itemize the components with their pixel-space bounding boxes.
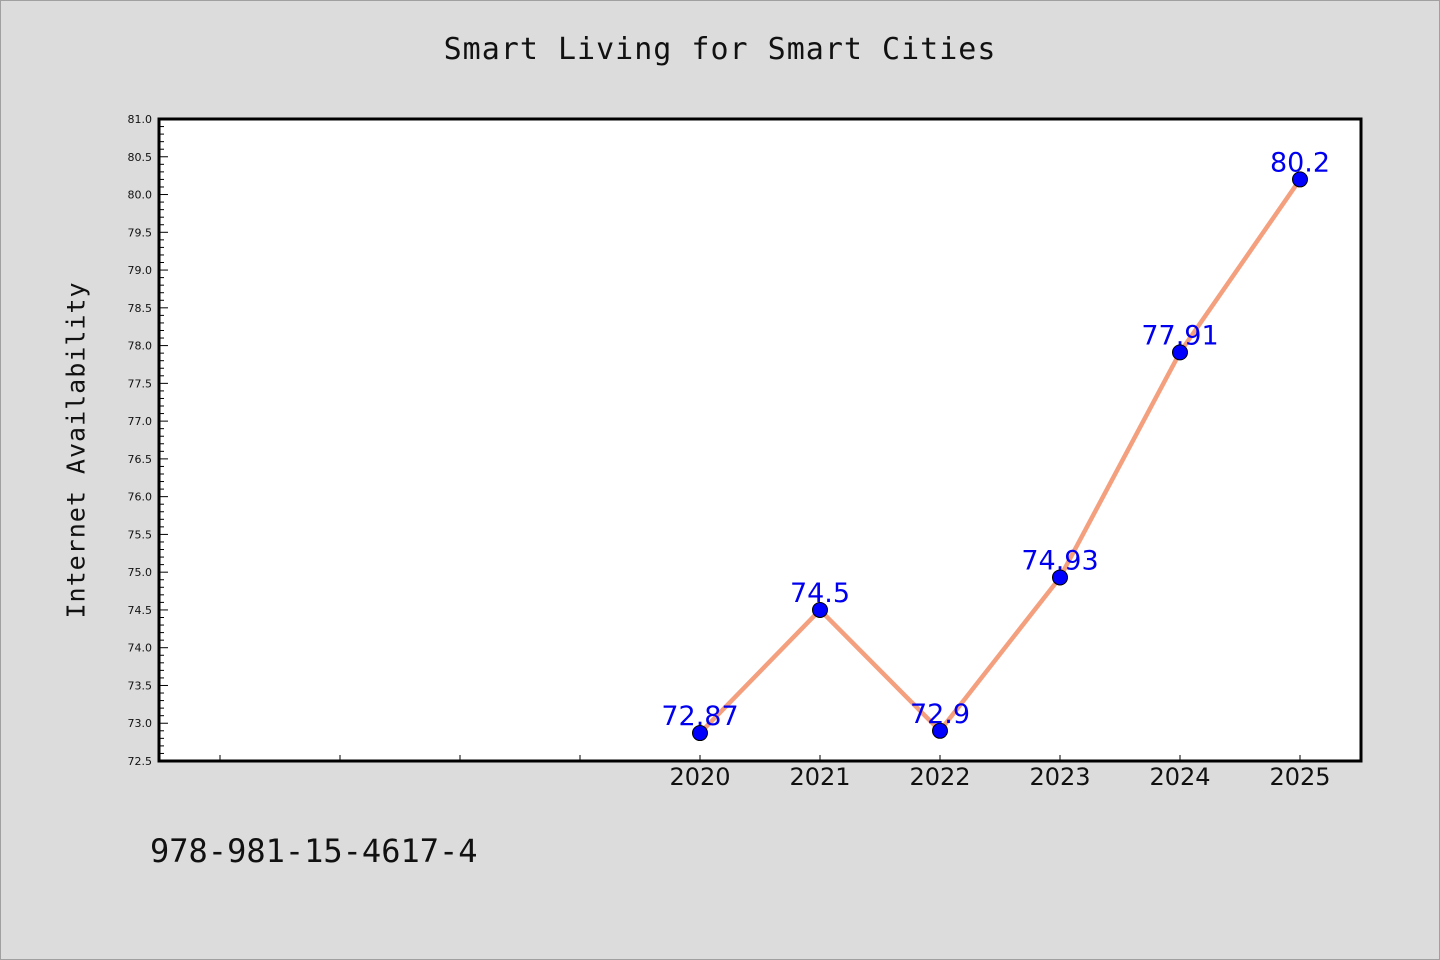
x-tick-label: 2020 <box>669 763 730 791</box>
y-tick-label: 79.5 <box>128 226 153 239</box>
y-tick-label: 76.5 <box>128 453 153 466</box>
series-line <box>698 178 1302 735</box>
data-point <box>1052 569 1068 586</box>
y-tick-label: 81.0 <box>128 113 153 126</box>
y-tick-label: 76.0 <box>128 491 153 504</box>
data-label: 72.87 <box>661 701 738 732</box>
y-tick-label: 75.5 <box>128 528 153 541</box>
footer-isbn: 978-981-15-4617-4 <box>150 832 478 870</box>
x-tick-label: 2024 <box>1149 763 1210 791</box>
data-point <box>1172 344 1188 361</box>
y-tick-label: 73.5 <box>128 679 153 692</box>
y-tick-label: 75.0 <box>128 566 153 579</box>
x-tick-label: 2023 <box>1029 763 1090 791</box>
data-label: 80.2 <box>1270 147 1330 178</box>
y-tick-label: 77.5 <box>128 377 153 390</box>
chart-title: Smart Living for Smart Cities <box>443 32 997 67</box>
y-tick-label: 74.5 <box>128 604 153 617</box>
data-label: 77.91 <box>1141 320 1218 351</box>
data-point <box>932 722 948 739</box>
data-label: 74.5 <box>790 578 850 609</box>
y-tick-label: 79.0 <box>128 264 153 277</box>
x-axis: 2020 2021 2022 2023 2024 2025 <box>219 755 1331 791</box>
y-tick-label: 72.5 <box>128 755 153 768</box>
y-axis: 72.5 73.0 73.5 74.0 74.5 75.0 75.5 76.0 76.5 77.0… <box>128 113 168 768</box>
y-tick-label: 80.0 <box>128 189 153 202</box>
y-tick-label: 78.5 <box>128 302 153 315</box>
x-tick-label: 2025 <box>1269 763 1330 791</box>
x-tick-label: 2022 <box>909 763 970 791</box>
data-point <box>1292 171 1308 188</box>
y-tick-label: 74.0 <box>128 642 153 655</box>
data-label: 72.9 <box>910 699 970 730</box>
x-tick-label: 2021 <box>789 763 850 791</box>
y-tick-label: 77.0 <box>128 415 153 428</box>
data-point <box>812 601 828 618</box>
y-tick-label: 80.5 <box>128 151 153 164</box>
plot-area <box>157 117 1363 763</box>
data-point <box>692 725 708 742</box>
y-tick-label: 78.0 <box>128 340 153 353</box>
data-label: 74.93 <box>1021 545 1098 576</box>
y-tick-label: 73.0 <box>128 717 153 730</box>
series-layer: 72.87 74.5 72.9 74.93 77.91 80.2 <box>661 147 1330 742</box>
